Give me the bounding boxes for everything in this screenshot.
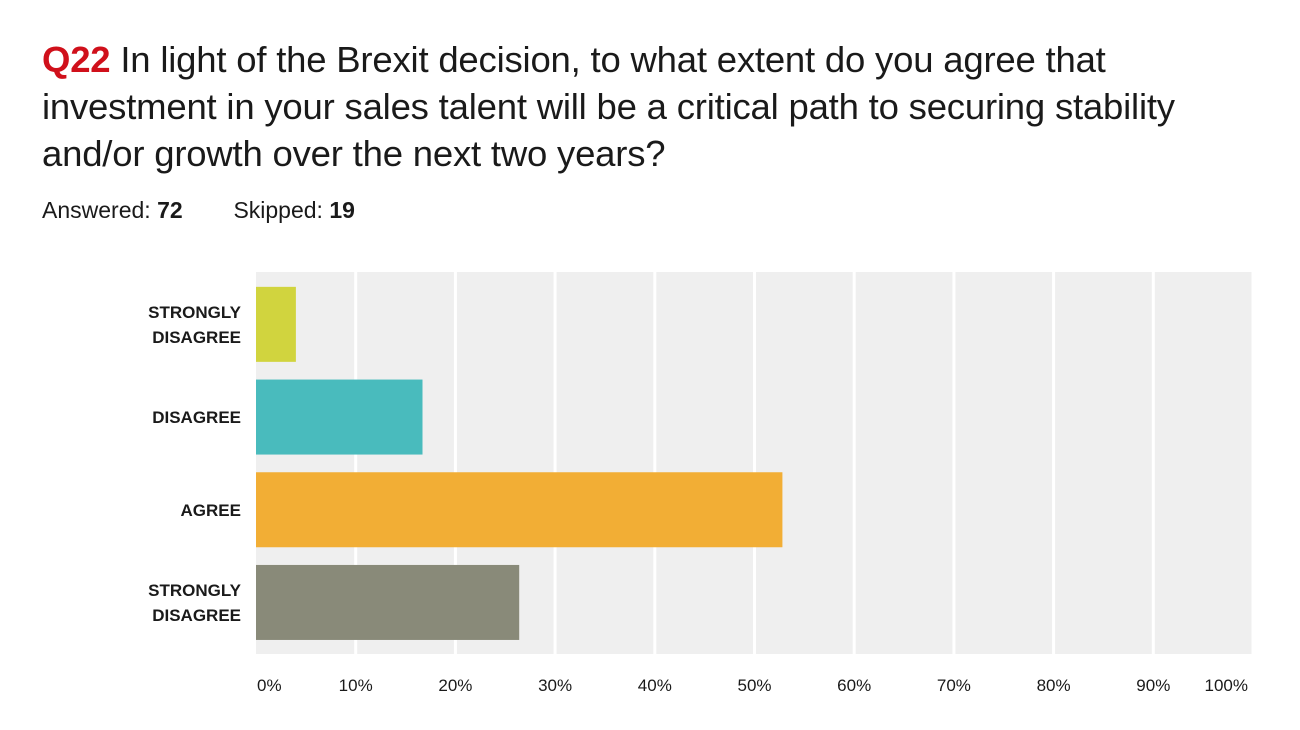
category-label: DISAGREE [152, 408, 241, 427]
x-tick-label: 0% [257, 676, 282, 695]
question-number: Q22 [42, 39, 111, 80]
x-tick-label: 60% [837, 676, 871, 695]
bars [256, 286, 783, 640]
x-tick-labels: 0% 10% 20% 30% 40% 50% 60% 70% 80% 90% 100% [257, 676, 1248, 695]
category-label-line: DISAGREE [152, 328, 241, 347]
bar-2 [256, 472, 783, 548]
category-label: STRONGLY DISAGREE [148, 303, 242, 347]
response-stats: Answered: 72 Skipped: 19 [42, 196, 355, 224]
category-label-line: DISAGREE [152, 408, 241, 427]
category-label-line: STRONGLY [148, 581, 242, 600]
x-tick-label: 10% [339, 676, 373, 695]
answered-count: 72 [157, 197, 183, 223]
x-tick-label: 70% [937, 676, 971, 695]
category-label: AGREE [181, 501, 241, 520]
x-tick-label: 50% [737, 676, 771, 695]
bar-3 [256, 564, 520, 640]
x-tick-label: 40% [638, 676, 672, 695]
x-tick-label: 80% [1037, 676, 1071, 695]
x-tick-label: 30% [538, 676, 572, 695]
category-label-line: STRONGLY [148, 303, 242, 322]
bar-1 [256, 379, 423, 455]
category-label-line: DISAGREE [152, 606, 241, 625]
category-label: STRONGLY DISAGREE [148, 581, 242, 625]
x-tick-label: 90% [1136, 676, 1170, 695]
x-tick-label: 100% [1205, 676, 1248, 695]
category-labels: STRONGLY DISAGREE DISAGREE AGREE STRONGLY DIS… [148, 303, 242, 625]
skipped-count: 19 [329, 197, 355, 223]
question-text: In light of the Brexit decision, to what… [42, 39, 1175, 174]
category-label-line: AGREE [181, 501, 241, 520]
bar-0 [256, 286, 296, 362]
skipped-label: Skipped: [233, 197, 323, 223]
x-tick-label: 20% [438, 676, 472, 695]
answered-label: Answered: [42, 197, 151, 223]
question-title: Q22 In light of the Brexit decision, to … [42, 36, 1272, 177]
